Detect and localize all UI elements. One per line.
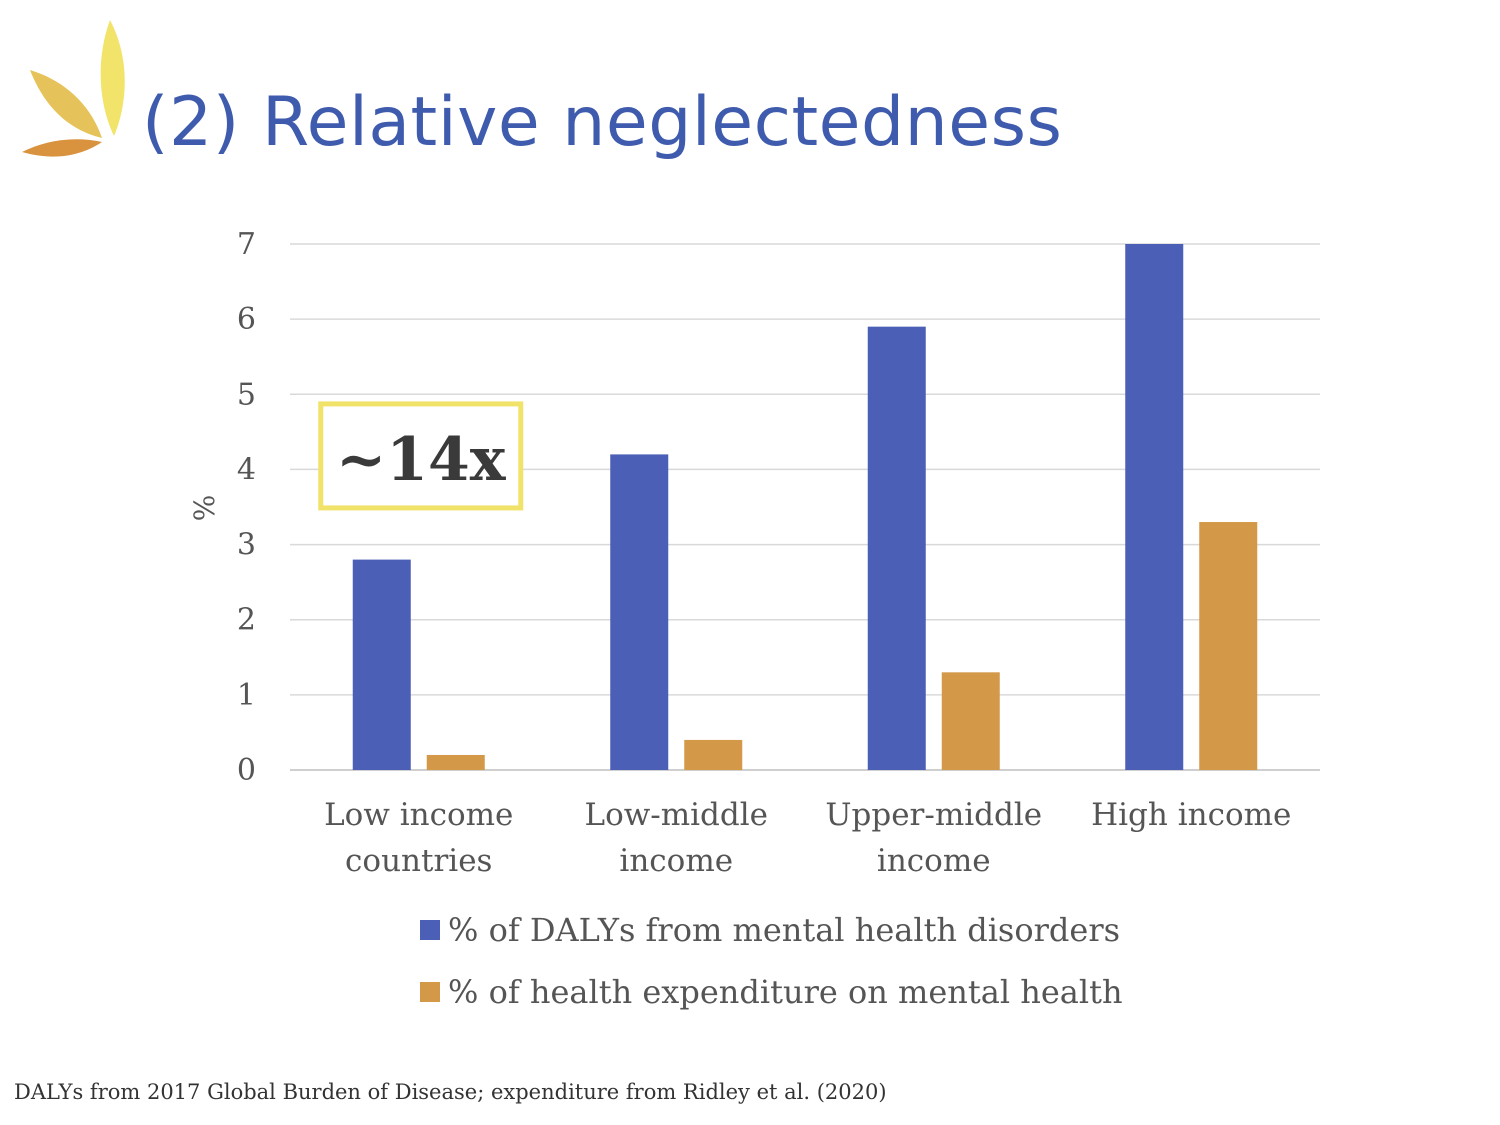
category-label: High income (1091, 797, 1291, 833)
bar-expenditure (426, 754, 485, 770)
category-label: countries (345, 843, 492, 879)
bar-expenditure (684, 739, 743, 770)
legend-swatch-expenditure (420, 982, 440, 1002)
category-label: Low income (324, 797, 513, 833)
y-tick-label: 3 (237, 528, 256, 563)
bar-dalys (352, 559, 411, 770)
y-tick-label: 6 (237, 302, 256, 337)
category-label: income (877, 843, 991, 879)
bar-expenditure (1199, 522, 1258, 770)
leaf-yellow (100, 20, 125, 136)
callout-label: ~14x (336, 425, 507, 495)
category-label: Low-middle (584, 797, 768, 833)
y-tick-label: 7 (237, 227, 256, 262)
leaf-gold (30, 70, 102, 138)
category-label: income (619, 843, 733, 879)
y-axis-label: % (188, 495, 221, 522)
bar-dalys (867, 326, 926, 770)
y-tick-label: 0 (237, 753, 256, 788)
y-tick-label: 1 (237, 678, 256, 713)
leaf-orange (22, 139, 102, 157)
legend-swatch-dalys (420, 920, 440, 940)
footnote: DALYs from 2017 Global Burden of Disease… (14, 1080, 887, 1104)
legend-label: % of DALYs from mental health disorders (448, 911, 1120, 949)
y-tick-label: 4 (237, 452, 256, 487)
y-tick-label: 2 (237, 603, 256, 638)
bar-expenditure (941, 672, 1000, 770)
page-title: (2) Relative neglectedness (142, 83, 1063, 162)
leaf-logo-icon (22, 20, 125, 157)
legend-label: % of health expenditure on mental health (448, 973, 1123, 1011)
bar-dalys (1125, 244, 1184, 770)
y-tick-label: 5 (237, 377, 256, 412)
bar-dalys (610, 454, 669, 770)
category-label: Upper-middle (825, 797, 1042, 833)
callout-box (318, 401, 524, 511)
